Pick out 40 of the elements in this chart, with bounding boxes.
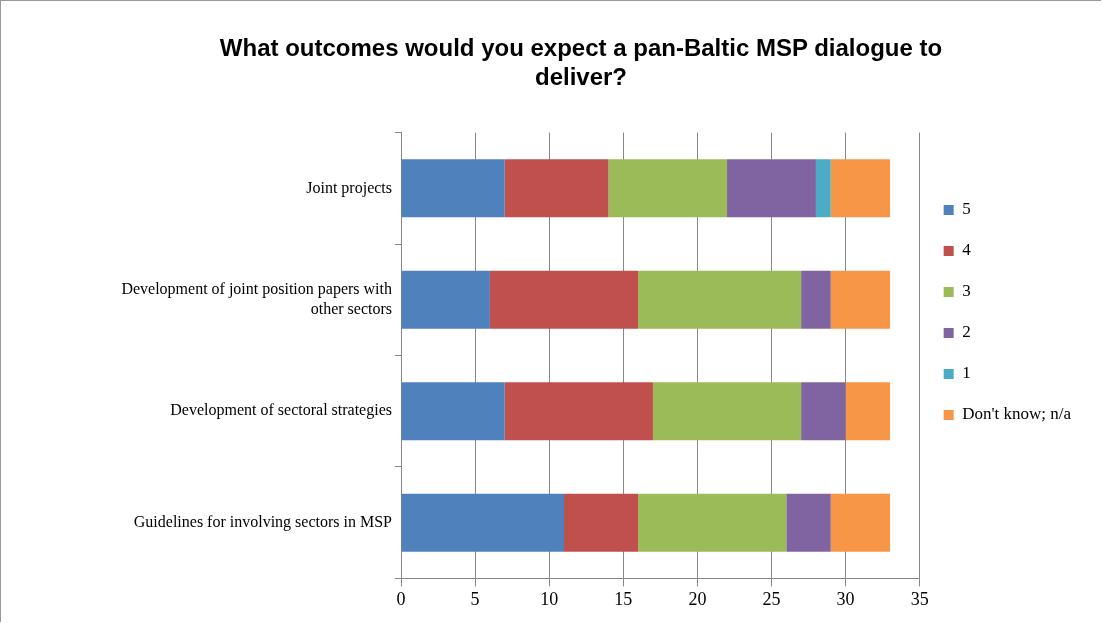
y-tick-label: Joint projects (306, 178, 392, 197)
bar (401, 270, 490, 329)
bar (638, 270, 802, 329)
x-tick-label: 5 (470, 588, 480, 609)
bar (801, 270, 831, 329)
bar (401, 493, 565, 552)
bar (830, 493, 891, 552)
bar (845, 382, 891, 441)
bar (489, 270, 639, 329)
legend-label: Don't know; n/a (962, 404, 1072, 424)
bar (830, 270, 891, 329)
legend-label: 5 (962, 199, 971, 219)
x-tick-label: 30 (836, 588, 855, 609)
bar (608, 159, 728, 218)
legend-label: 2 (962, 322, 971, 342)
bar (786, 493, 831, 552)
y-tick-label: Development of joint position papers with other sectors (121, 280, 392, 317)
bar (401, 382, 505, 441)
bar (652, 382, 802, 441)
y-tick-label: Guidelines for involving sectors in MSP (133, 512, 393, 531)
bar (638, 493, 787, 552)
bar (815, 159, 831, 218)
bar (401, 159, 505, 218)
x-tick-label: 35 (910, 588, 929, 609)
x-tick-label: 25 (762, 588, 781, 609)
legend-label: 3 (962, 281, 971, 301)
x-tick-label: 10 (540, 588, 559, 609)
x-tick-label: 20 (688, 588, 707, 609)
legend-label: 4 (962, 240, 972, 260)
x-tick-label: 0 (396, 588, 406, 609)
bar (504, 382, 653, 441)
legend-label: 1 (962, 363, 971, 383)
bar (727, 159, 816, 218)
bar (801, 382, 846, 441)
y-tick-label: Development of sectoral strategies (170, 401, 392, 420)
bar (564, 493, 639, 552)
x-tick-label: 15 (614, 588, 633, 609)
bar (504, 159, 609, 218)
chart-title: What outcomes would you expect a pan-Baltic MSP dialogue to deliver? (219, 34, 943, 90)
bar (830, 159, 891, 218)
